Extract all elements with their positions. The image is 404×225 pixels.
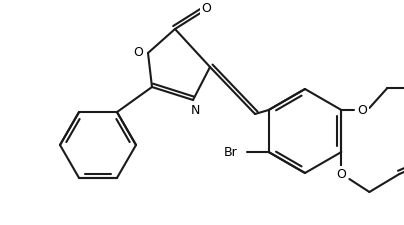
Text: O: O [358, 104, 367, 117]
Text: N: N [190, 104, 200, 117]
Text: O: O [337, 168, 346, 181]
Text: Br: Br [224, 146, 238, 159]
Text: O: O [201, 2, 211, 16]
Text: O: O [133, 45, 143, 58]
